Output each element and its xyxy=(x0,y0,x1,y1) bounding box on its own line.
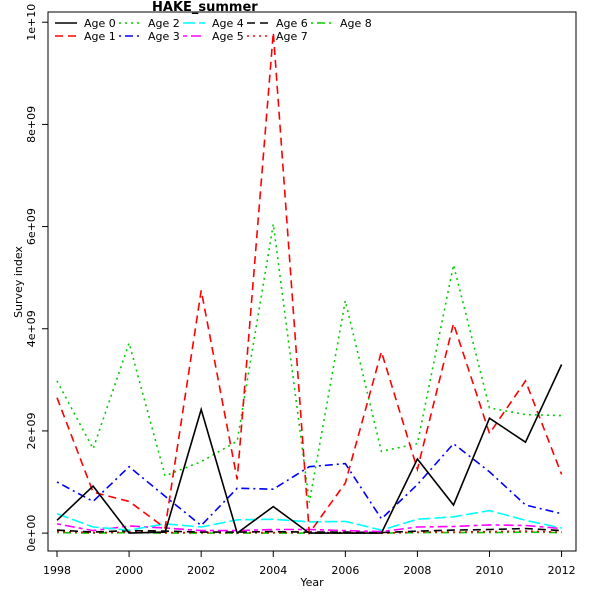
x-tick-label: 2012 xyxy=(548,564,576,577)
x-tick-label: 2004 xyxy=(259,564,287,577)
y-tick-label: 4e+09 xyxy=(25,310,38,347)
x-axis: 1998 2000 2002 2004 2006 2008 2010 2012 xyxy=(43,551,576,577)
y-tick-label: 0e+00 xyxy=(25,515,38,552)
x-tick-label: 1998 xyxy=(43,564,71,577)
legend-label: Age 0 xyxy=(84,17,116,30)
y-axis: 0e+00 2e+09 4e+09 6e+09 8e+09 1e+10 xyxy=(25,4,48,552)
x-axis-title: Year xyxy=(299,576,324,589)
legend-label: Age 2 xyxy=(148,17,180,30)
series-line-age-1 xyxy=(56,32,563,536)
legend-label: Age 8 xyxy=(340,17,372,30)
series-line-age-2 xyxy=(56,223,562,503)
series-line-age-3 xyxy=(56,442,562,527)
y-tick-label: 2e+09 xyxy=(25,412,38,449)
x-tick-label: 2006 xyxy=(331,564,359,577)
legend-label: Age 6 xyxy=(276,17,308,30)
legend-label: Age 3 xyxy=(148,30,180,43)
series-layer xyxy=(56,32,563,536)
y-tick-label: 6e+09 xyxy=(25,208,38,245)
legend-label: Age 5 xyxy=(212,30,244,43)
series-line-age-0 xyxy=(56,364,563,535)
legend-label: Age 1 xyxy=(84,30,116,43)
y-axis-title: Survey index xyxy=(12,246,25,318)
chart-title: HAKE_summer xyxy=(152,0,258,15)
x-tick-label: 2010 xyxy=(476,564,504,577)
plot-frame xyxy=(47,11,577,552)
x-tick-label: 2002 xyxy=(187,564,215,577)
x-tick-label: 2000 xyxy=(115,564,143,577)
legend-label: Age 4 xyxy=(212,17,244,30)
x-tick-label: 2008 xyxy=(403,564,431,577)
series-line-age-4 xyxy=(56,509,562,531)
legend-label: Age 7 xyxy=(276,30,308,43)
y-tick-label: 8e+09 xyxy=(25,106,38,143)
y-tick-label: 1e+10 xyxy=(25,4,38,41)
